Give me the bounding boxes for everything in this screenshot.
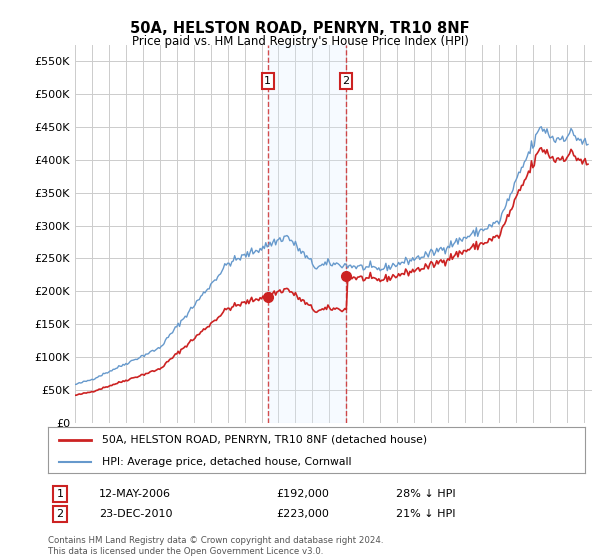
Text: 50A, HELSTON ROAD, PENRYN, TR10 8NF (detached house): 50A, HELSTON ROAD, PENRYN, TR10 8NF (det…	[102, 435, 427, 445]
Text: 1: 1	[265, 76, 271, 86]
Text: 28% ↓ HPI: 28% ↓ HPI	[396, 489, 455, 499]
Bar	[268, 45, 346, 423]
Text: 12-MAY-2006: 12-MAY-2006	[99, 489, 171, 499]
Text: 2: 2	[343, 76, 350, 86]
Text: 50A, HELSTON ROAD, PENRYN, TR10 8NF: 50A, HELSTON ROAD, PENRYN, TR10 8NF	[130, 21, 470, 36]
Text: Contains HM Land Registry data © Crown copyright and database right 2024.
This d: Contains HM Land Registry data © Crown c…	[48, 536, 383, 556]
Text: 23-DEC-2010: 23-DEC-2010	[99, 509, 173, 519]
Text: £192,000: £192,000	[276, 489, 329, 499]
Text: 21% ↓ HPI: 21% ↓ HPI	[396, 509, 455, 519]
Text: Price paid vs. HM Land Registry's House Price Index (HPI): Price paid vs. HM Land Registry's House …	[131, 35, 469, 48]
Text: £223,000: £223,000	[276, 509, 329, 519]
Text: HPI: Average price, detached house, Cornwall: HPI: Average price, detached house, Corn…	[102, 457, 351, 466]
Text: 2: 2	[56, 509, 64, 519]
Text: 1: 1	[56, 489, 64, 499]
